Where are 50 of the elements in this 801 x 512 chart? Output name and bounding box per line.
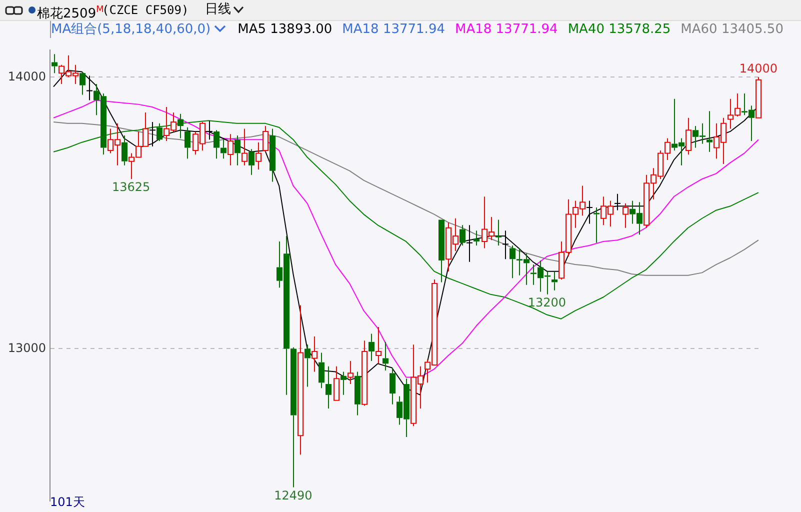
text: MA5 13893.00 [238,22,332,37]
text: MA40 13578.25 [568,22,671,37]
candlestick [86,75,93,101]
candlestick [214,130,220,160]
candlestick [474,230,480,246]
candlestick [340,371,346,396]
text: MA60 13405.50 [680,22,784,37]
candlestick [80,71,86,96]
candlestick [552,270,558,291]
candlestick [318,352,324,389]
text: MA组合(5,18,18,40,60,0) [51,22,211,37]
candlestick [390,367,396,405]
y-tick-label: 13000 [8,340,46,355]
candlestick [270,128,276,182]
annotation: 13200 [528,296,566,310]
text: MA18 13771.94 [342,22,445,37]
candlestick [354,371,360,416]
candlestick [184,126,190,160]
candlestick [382,341,388,371]
text: 日线 [205,1,231,19]
candlestick [206,120,213,140]
candlestick [149,121,156,147]
candlestick [502,230,509,260]
candlestick [438,220,444,283]
candlestick [326,366,332,409]
candlestick [52,54,58,74]
text: MA18 13771.94 [455,22,558,37]
candlestick [586,200,593,224]
candlestick [368,333,374,362]
annotation: 12490 [274,488,312,502]
candlestick [460,224,466,246]
candlestick [220,139,226,160]
candlestick [122,135,128,166]
candlestick [290,346,296,488]
candlestick [510,245,516,279]
candlestick [156,122,162,142]
candlestick [304,344,310,388]
candlestick [248,148,254,176]
candlestick [496,219,502,246]
candlestick [234,135,240,166]
annotation: 101天 [50,494,85,511]
candlestick [614,193,621,211]
candlestick [594,207,600,244]
chart-subtitle: (CZCE CF509) [102,2,189,19]
candlestick [466,224,473,262]
annotation: 14000 [739,61,778,76]
candlestick [706,110,712,152]
chart-title: 棉花2509$^{M}$ [37,5,104,22]
candlestick [178,113,184,139]
annotation: 13625 [112,180,150,194]
